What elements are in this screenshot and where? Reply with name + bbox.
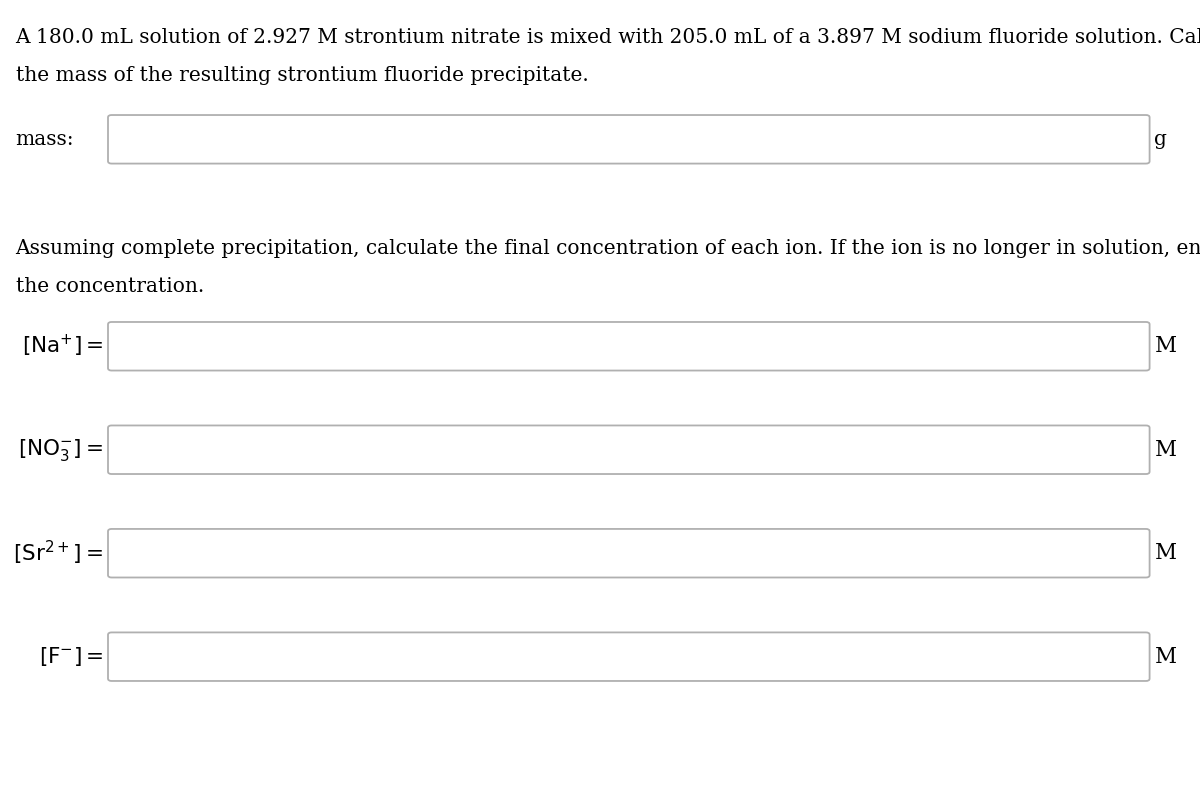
FancyBboxPatch shape [108,322,1150,371]
Text: $[\mathrm{Na^{+}}] =$: $[\mathrm{Na^{+}}] =$ [22,333,103,360]
FancyBboxPatch shape [108,115,1150,163]
FancyBboxPatch shape [108,425,1150,474]
FancyBboxPatch shape [108,529,1150,578]
Text: M: M [1154,439,1176,461]
Text: $[\mathrm{F^{-}}] =$: $[\mathrm{F^{-}}] =$ [38,646,103,668]
Text: Assuming complete precipitation, calculate the final concentration of each ion. : Assuming complete precipitation, calcula… [16,239,1200,258]
Text: g: g [1154,130,1168,149]
Text: $[\mathrm{Sr^{2+}}] =$: $[\mathrm{Sr^{2+}}] =$ [13,539,103,568]
Text: the concentration.: the concentration. [16,277,204,296]
Text: the mass of the resulting strontium fluoride precipitate.: the mass of the resulting strontium fluo… [16,66,588,85]
Text: M: M [1154,542,1176,564]
FancyBboxPatch shape [108,632,1150,681]
Text: M: M [1154,646,1176,668]
Text: A 180.0 mL solution of 2.927 M strontium nitrate is mixed with 205.0 mL of a 3.8: A 180.0 mL solution of 2.927 M strontium… [16,28,1200,47]
Text: $[\mathrm{NO_3^{-}}] =$: $[\mathrm{NO_3^{-}}] =$ [18,437,103,462]
Text: M: M [1154,335,1176,357]
Text: mass:: mass: [16,130,74,149]
